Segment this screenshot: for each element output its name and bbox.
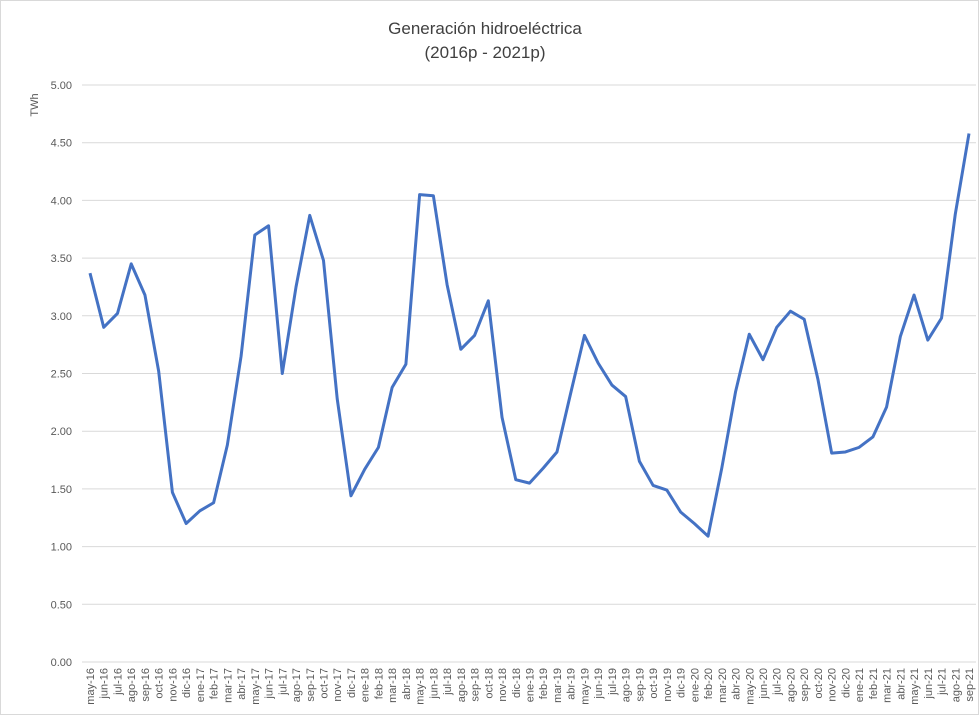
x-tick-label: ene-18 — [360, 668, 372, 702]
x-tick-label: sep-21 — [964, 668, 976, 702]
x-tick-label: feb-17 — [209, 668, 221, 699]
y-tick-label: 4.00 — [51, 195, 72, 207]
y-tick-label: 5.00 — [51, 80, 72, 92]
x-tick-label: dic-20 — [840, 668, 852, 698]
x-tick-label: mar-20 — [717, 668, 729, 703]
x-tick-label: ago-20 — [785, 668, 797, 702]
x-tick-label: jun-20 — [758, 668, 770, 700]
x-tick-label: jul-21 — [937, 668, 949, 696]
x-tick-label: nov-20 — [827, 668, 839, 702]
x-tick-label: jun-21 — [923, 668, 935, 700]
x-tick-label: may-19 — [579, 668, 591, 705]
x-tick-label: feb-18 — [373, 668, 385, 699]
x-tick-label: oct-18 — [483, 668, 495, 699]
x-tick-label: jul-20 — [772, 668, 784, 696]
x-tick-label: may-17 — [250, 668, 262, 705]
x-tick-label: may-18 — [415, 668, 427, 705]
x-tick-label: sep-17 — [305, 668, 317, 702]
x-tick-label: mar-19 — [552, 668, 564, 703]
x-tick-label: nov-16 — [167, 668, 179, 702]
y-tick-label: 2.00 — [51, 426, 72, 438]
x-tick-label: jun-18 — [428, 668, 440, 700]
x-tick-label: sep-19 — [634, 668, 646, 702]
x-tick-label: sep-20 — [799, 668, 811, 702]
x-tick-label: mar-17 — [222, 668, 234, 703]
y-tick-label: 3.50 — [51, 253, 72, 265]
x-tick-label: abr-18 — [401, 668, 413, 700]
x-tick-label: sep-18 — [470, 668, 482, 702]
y-tick-label: 4.50 — [51, 138, 72, 150]
x-tick-label: mar-21 — [882, 668, 894, 703]
x-tick-label: oct-17 — [318, 668, 330, 699]
x-tick-label: dic-19 — [676, 668, 688, 698]
x-tick-label: nov-17 — [332, 668, 344, 702]
y-tick-label: 2.50 — [51, 369, 72, 381]
y-tick-label: 0.50 — [51, 599, 72, 611]
x-tick-label: ago-19 — [621, 668, 633, 702]
x-tick-label: oct-16 — [154, 668, 166, 699]
x-tick-label: dic-16 — [181, 668, 193, 698]
y-tick-label: 1.00 — [51, 542, 72, 554]
x-tick-label: ene-21 — [854, 668, 866, 702]
x-tick-label: abr-20 — [731, 668, 743, 700]
x-tick-label: jul-18 — [442, 668, 454, 696]
x-tick-label: ago-21 — [950, 668, 962, 702]
x-tick-label: sep-16 — [140, 668, 152, 702]
x-tick-label: jul-19 — [607, 668, 619, 696]
x-tick-label: ago-18 — [456, 668, 468, 702]
x-tick-label: ene-19 — [525, 668, 537, 702]
chart-title: Generación hidroeléctrica — [388, 19, 582, 38]
x-tick-label: oct-19 — [648, 668, 660, 699]
x-tick-label: ene-20 — [689, 668, 701, 702]
y-tick-label: 0.00 — [51, 657, 72, 669]
x-tick-label: dic-17 — [346, 668, 358, 698]
x-tick-label: dic-18 — [511, 668, 523, 698]
y-axis-label: TWh — [29, 93, 41, 116]
y-tick-label: 3.00 — [51, 311, 72, 323]
x-tick-label: feb-21 — [868, 668, 880, 699]
x-tick-label: oct-20 — [813, 668, 825, 699]
y-tick-label: 1.50 — [51, 484, 72, 496]
x-tick-label: abr-21 — [895, 668, 907, 700]
x-tick-label: may-20 — [744, 668, 756, 705]
x-tick-label: abr-19 — [566, 668, 578, 700]
x-tick-label: nov-19 — [662, 668, 674, 702]
x-tick-label: feb-20 — [703, 668, 715, 699]
x-tick-label: feb-19 — [538, 668, 550, 699]
x-tick-label: ene-17 — [195, 668, 207, 702]
x-tick-label: jun-16 — [99, 668, 111, 700]
x-tick-label: may-21 — [909, 668, 921, 705]
data-line — [88, 133, 971, 538]
x-tick-label: mar-18 — [387, 668, 399, 703]
x-tick-label: abr-17 — [236, 668, 248, 700]
x-tick-label: nov-18 — [497, 668, 509, 702]
x-tick-label: jul-16 — [112, 668, 124, 696]
x-tick-label: ago-17 — [291, 668, 303, 702]
x-tick-label: may-16 — [85, 668, 97, 705]
x-tick-label: jun-17 — [264, 668, 276, 700]
x-tick-label: jun-19 — [593, 668, 605, 700]
x-tick-label: ago-16 — [126, 668, 138, 702]
x-tick-label: jul-17 — [277, 668, 289, 696]
chart-subtitle: (2016p - 2021p) — [425, 43, 546, 62]
